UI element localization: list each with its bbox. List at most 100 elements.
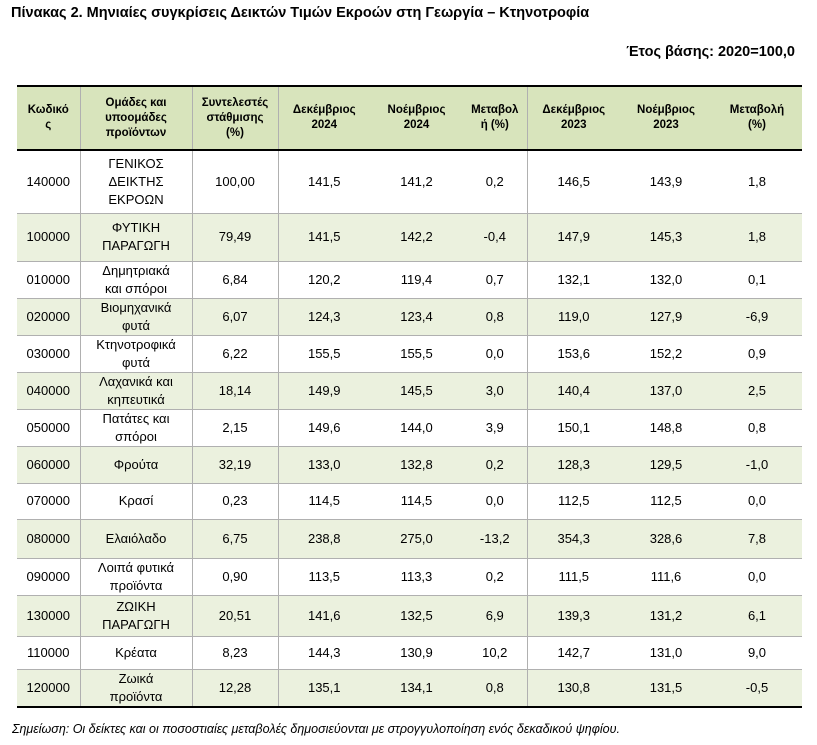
cell-nov-2023: 148,8 xyxy=(620,409,712,447)
cell-change-2023: 0,1 xyxy=(712,261,802,299)
cell-change-2023: 0,0 xyxy=(712,558,802,596)
cell-weight: 20,51 xyxy=(192,595,279,637)
cell-code: 070000 xyxy=(17,483,81,520)
cell-code: 010000 xyxy=(17,261,81,299)
cell-nov-2023: 127,9 xyxy=(620,298,712,336)
cell-nov-2023: 132,0 xyxy=(620,261,712,299)
cell-dec-2024: 133,0 xyxy=(278,446,370,484)
header-nov-2023: Νοέμβριος 2023 xyxy=(620,85,712,151)
cell-dec-2024: 141,5 xyxy=(278,150,370,214)
cell-code: 130000 xyxy=(17,595,81,637)
cell-dec-2023: 119,0 xyxy=(527,298,620,336)
cell-nov-2023: 131,2 xyxy=(620,595,712,637)
cell-weight: 32,19 xyxy=(192,446,279,484)
table-row: 110000 Κρέατα 8,23 144,3 130,9 10,2 142,7 131,0… xyxy=(17,636,802,670)
cell-nov-2024: 145,5 xyxy=(370,372,463,410)
cell-change-2024: 0,2 xyxy=(463,446,528,484)
cell-nov-2024: 155,5 xyxy=(370,335,463,373)
cell-change-2023: 0,9 xyxy=(712,335,802,373)
cell-change-2023: -1,0 xyxy=(712,446,802,484)
table-row: 020000 Βιομηχανικά φυτά 6,07 124,3 123,4 0,8 11… xyxy=(17,298,802,336)
cell-dec-2024: 135,1 xyxy=(278,669,370,708)
header-dec-2024: Δεκέμβριος 2024 xyxy=(278,85,370,151)
cell-code: 060000 xyxy=(17,446,81,484)
cell-dec-2023: 128,3 xyxy=(527,446,620,484)
cell-group: Λοιπά φυτικά προϊόντα xyxy=(80,558,193,596)
cell-nov-2024: 119,4 xyxy=(370,261,463,299)
table-row: 090000 Λοιπά φυτικά προϊόντα 0,90 113,5 113,3… xyxy=(17,558,802,596)
cell-nov-2024: 132,5 xyxy=(370,595,463,637)
table-row: 070000 Κρασί 0,23 114,5 114,5 0,0 112,5 112,5 0,… xyxy=(17,483,802,520)
price-index-table: Κωδικό ς Ομάδες και υποομάδες προϊόντων Συν… xyxy=(17,85,802,708)
cell-weight: 0,90 xyxy=(192,558,279,596)
base-year-label: Έτος βάσης: 2020=100,0 xyxy=(626,44,795,60)
cell-group: Φρούτα xyxy=(80,446,193,484)
cell-nov-2023: 143,9 xyxy=(620,150,712,214)
cell-group: Ζωικά προϊόντα xyxy=(80,669,193,708)
header-nov-2024: Νοέμβριος 2024 xyxy=(370,85,463,151)
cell-nov-2024: 142,2 xyxy=(370,213,463,262)
cell-weight: 12,28 xyxy=(192,669,279,708)
cell-dec-2024: 155,5 xyxy=(278,335,370,373)
cell-nov-2023: 145,3 xyxy=(620,213,712,262)
cell-dec-2023: 147,9 xyxy=(527,213,620,262)
table-title: Πίνακας 2. Μηνιαίες συγκρίσεις Δεικτών Τ… xyxy=(11,5,590,21)
table-row: 010000 Δημητριακά και σπόροι 6,84 120,2 119,4… xyxy=(17,261,802,299)
cell-nov-2024: 144,0 xyxy=(370,409,463,447)
cell-dec-2024: 149,6 xyxy=(278,409,370,447)
cell-dec-2024: 124,3 xyxy=(278,298,370,336)
cell-nov-2023: 137,0 xyxy=(620,372,712,410)
cell-code: 030000 xyxy=(17,335,81,373)
table-row: 030000 Κτηνοτροφικά φυτά 6,22 155,5 155,5 0,0 1… xyxy=(17,335,802,373)
cell-code: 020000 xyxy=(17,298,81,336)
cell-dec-2023: 112,5 xyxy=(527,483,620,520)
cell-code: 110000 xyxy=(17,636,81,670)
cell-nov-2024: 141,2 xyxy=(370,150,463,214)
cell-change-2023: 1,8 xyxy=(712,213,802,262)
cell-change-2023: 0,8 xyxy=(712,409,802,447)
cell-group: Βιομηχανικά φυτά xyxy=(80,298,193,336)
cell-weight: 100,00 xyxy=(192,150,279,214)
cell-weight: 18,14 xyxy=(192,372,279,410)
cell-nov-2023: 129,5 xyxy=(620,446,712,484)
cell-weight: 6,75 xyxy=(192,519,279,559)
footnote: Σημείωση: Οι δείκτες και οι ποσοστιαίες … xyxy=(12,722,620,736)
cell-dec-2023: 139,3 xyxy=(527,595,620,637)
cell-change-2024: 3,9 xyxy=(463,409,528,447)
cell-group: Πατάτες και σπόροι xyxy=(80,409,193,447)
cell-dec-2024: 149,9 xyxy=(278,372,370,410)
cell-change-2023: 2,5 xyxy=(712,372,802,410)
table-row: 060000 Φρούτα 32,19 133,0 132,8 0,2 128,3 129,5… xyxy=(17,446,802,484)
cell-weight: 79,49 xyxy=(192,213,279,262)
cell-group: Κρασί xyxy=(80,483,193,520)
cell-dec-2023: 142,7 xyxy=(527,636,620,670)
cell-dec-2024: 113,5 xyxy=(278,558,370,596)
cell-nov-2023: 112,5 xyxy=(620,483,712,520)
cell-group: Ελαιόλαδο xyxy=(80,519,193,559)
cell-change-2024: 0,0 xyxy=(463,483,528,520)
table-row: 040000 Λαχανικά και κηπευτικά 18,14 149,9 145… xyxy=(17,372,802,410)
cell-nov-2024: 130,9 xyxy=(370,636,463,670)
header-weights: Συντελεστές στάθμισης (%) xyxy=(192,85,279,151)
cell-dec-2023: 111,5 xyxy=(527,558,620,596)
cell-nov-2023: 328,6 xyxy=(620,519,712,559)
cell-change-2024: -0,4 xyxy=(463,213,528,262)
cell-dec-2023: 140,4 xyxy=(527,372,620,410)
cell-nov-2024: 132,8 xyxy=(370,446,463,484)
cell-code: 120000 xyxy=(17,669,81,708)
cell-change-2023: -0,5 xyxy=(712,669,802,708)
cell-nov-2024: 275,0 xyxy=(370,519,463,559)
table-row: 140000 ΓΕΝΙΚΟΣ ΔΕΙΚΤΗΣ ΕΚΡΟΩΝ 100,00 141,5 141… xyxy=(17,150,802,214)
cell-nov-2024: 123,4 xyxy=(370,298,463,336)
cell-nov-2024: 113,3 xyxy=(370,558,463,596)
cell-dec-2023: 146,5 xyxy=(527,150,620,214)
header-row: Κωδικό ς Ομάδες και υποομάδες προϊόντων Συν… xyxy=(17,85,802,151)
cell-change-2023: -6,9 xyxy=(712,298,802,336)
table-row: 050000 Πατάτες και σπόροι 2,15 149,6 144,0 3,9… xyxy=(17,409,802,447)
cell-weight: 6,22 xyxy=(192,335,279,373)
cell-code: 140000 xyxy=(17,150,81,214)
cell-change-2023: 9,0 xyxy=(712,636,802,670)
table-row: 120000 Ζωικά προϊόντα 12,28 135,1 134,1 0,8 130… xyxy=(17,669,802,708)
cell-code: 090000 xyxy=(17,558,81,596)
cell-dec-2024: 141,5 xyxy=(278,213,370,262)
